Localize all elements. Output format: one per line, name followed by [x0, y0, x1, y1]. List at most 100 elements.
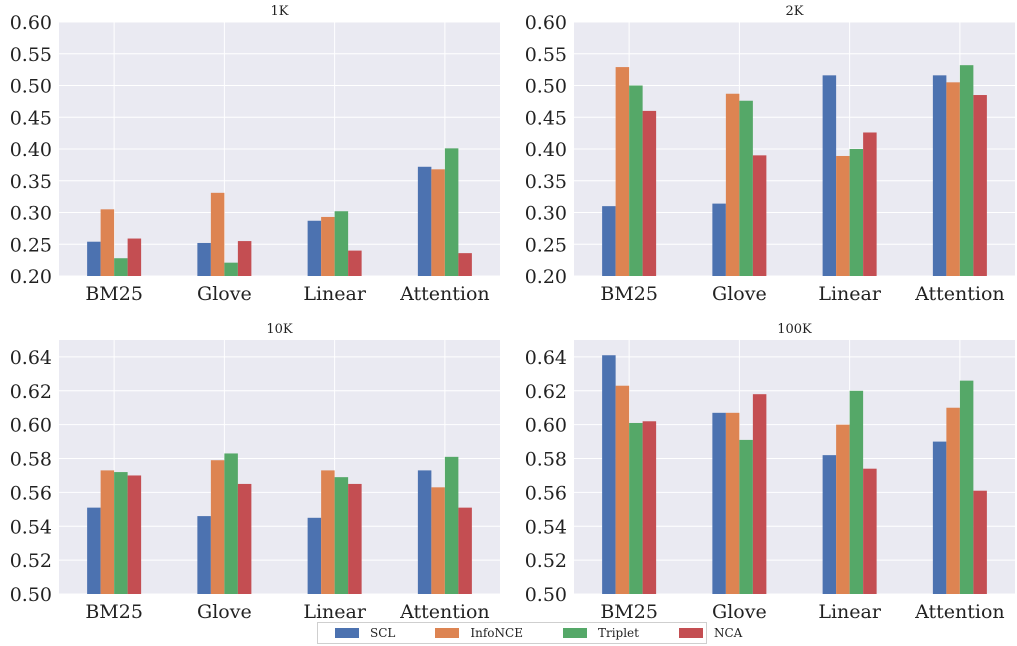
legend-swatch-nca — [678, 628, 703, 638]
bar-infonce-bm25 — [615, 385, 630, 594]
bar-scl-glove — [712, 412, 726, 594]
y-tick-label: 0.50 — [10, 584, 52, 606]
x-tick-label: Linear — [818, 601, 882, 620]
bar-triplet-glove — [224, 262, 238, 276]
bar-scl-glove — [712, 203, 726, 276]
y-tick-label: 0.62 — [525, 381, 567, 403]
y-tick-label: 0.45 — [10, 107, 52, 129]
y-tick-label: 0.35 — [525, 171, 567, 193]
bar-triplet-attention — [444, 456, 459, 594]
bar-nca-bm25 — [127, 475, 142, 594]
bar-infonce-attention — [431, 487, 445, 594]
bar-scl-attention — [417, 470, 432, 594]
chart-figure: 1K 0.20 0.25 0.30 0.35 0.40 0.45 0.50 0.55 0.60 BM… — [10, 4, 1015, 620]
y-tick-label: 0.20 — [10, 266, 52, 288]
x-tick-label: Glove — [197, 601, 252, 620]
y-tick-label: 0.30 — [525, 203, 567, 225]
bar-triplet-attention — [959, 65, 974, 277]
y-tick-label: 0.40 — [525, 139, 567, 161]
chart-title: 1K — [271, 4, 289, 19]
bar-scl-attention — [932, 75, 947, 276]
legend-label-nca: NCA — [713, 626, 743, 640]
bar-scl-bm25 — [87, 241, 101, 276]
bar-scl-attention — [932, 441, 947, 594]
bar-nca-glove — [237, 241, 252, 276]
bar-nca-linear — [348, 250, 362, 276]
bar-infonce-attention — [946, 407, 960, 594]
legend-item-infonce: InfoNCE — [435, 626, 523, 640]
y-tick-label: 0.56 — [10, 482, 52, 504]
bar-infonce-linear — [836, 424, 850, 594]
x-tick-label: Attention — [399, 601, 490, 620]
bar-infonce-glove — [210, 460, 225, 594]
legend-swatch-infonce — [435, 628, 460, 638]
bar-triplet-glove — [739, 439, 753, 594]
bar-scl-linear — [307, 517, 322, 594]
bar-nca-glove — [752, 155, 767, 276]
legend-item-scl: SCL — [335, 626, 395, 640]
bar-scl-glove — [197, 516, 211, 594]
legend-label-infonce: InfoNCE — [470, 626, 523, 640]
y-tick-label: 0.40 — [10, 139, 52, 161]
x-tick-label: Linear — [303, 601, 367, 620]
bar-infonce-bm25 — [100, 470, 115, 594]
bar-triplet-bm25 — [629, 85, 643, 276]
chart-panel-1k: 1K 0.20 0.25 0.30 0.35 0.40 0.45 0.50 0.55 0.60 BM… — [10, 4, 500, 305]
chart-title: 2K — [786, 4, 804, 19]
y-tick-label: 0.52 — [525, 550, 567, 572]
bar-triplet-attention — [959, 380, 974, 594]
y-tick-label: 0.52 — [10, 550, 52, 572]
bar-triplet-linear — [334, 211, 349, 276]
bar-triplet-linear — [334, 477, 349, 594]
bar-infonce-linear — [321, 470, 335, 594]
bar-infonce-glove — [210, 192, 225, 276]
x-tick-label: Attention — [914, 283, 1005, 305]
x-tick-label: Glove — [712, 283, 767, 305]
bar-nca-linear — [863, 468, 877, 594]
y-tick-label: 0.58 — [525, 449, 567, 471]
chart-panel-10k: 10K 0.50 0.52 0.54 0.56 0.58 0.60 0.62 0.64 BM25 G… — [10, 322, 500, 620]
bar-scl-bm25 — [602, 206, 616, 276]
bar-scl-linear — [822, 75, 837, 276]
y-tick-label: 0.60 — [525, 12, 567, 34]
x-tick-label: BM25 — [600, 283, 658, 305]
bar-infonce-glove — [725, 93, 740, 276]
y-tick-label: 0.50 — [525, 584, 567, 606]
bar-scl-bm25 — [87, 507, 101, 594]
bar-infonce-bm25 — [100, 209, 115, 276]
x-tick-label: BM25 — [85, 601, 143, 620]
legend: SCL InfoNCE Triplet NCA — [317, 622, 742, 644]
bar-nca-attention — [973, 490, 987, 594]
x-tick-label: Glove — [712, 601, 767, 620]
y-tick-label: 0.54 — [10, 516, 52, 538]
y-tick-label: 0.45 — [525, 107, 567, 129]
bar-scl-linear — [822, 455, 837, 594]
bar-nca-bm25 — [127, 238, 142, 276]
bar-infonce-linear — [321, 216, 335, 276]
bar-scl-attention — [417, 166, 432, 276]
y-tick-label: 0.30 — [10, 203, 52, 225]
y-tick-label: 0.50 — [525, 76, 567, 98]
y-tick-label: 0.55 — [525, 44, 567, 66]
legend-label-triplet: Triplet — [597, 626, 639, 640]
y-tick-label: 0.20 — [525, 266, 567, 288]
bar-nca-linear — [863, 132, 877, 276]
bar-triplet-bm25 — [114, 472, 128, 594]
y-tick-label: 0.60 — [10, 12, 52, 34]
bar-scl-bm25 — [602, 355, 616, 594]
bar-triplet-linear — [849, 390, 864, 594]
chart-title: 10K — [266, 322, 293, 337]
legend-swatch-scl — [335, 628, 359, 638]
y-tick-label: 0.50 — [10, 76, 52, 98]
bar-infonce-attention — [946, 82, 960, 276]
bar-triplet-glove — [224, 453, 238, 594]
x-tick-label: Attention — [914, 601, 1005, 620]
bar-nca-bm25 — [642, 421, 657, 594]
y-tick-label: 0.60 — [10, 415, 52, 437]
chart-title: 100K — [777, 322, 812, 337]
bar-triplet-attention — [444, 148, 459, 276]
y-tick-label: 0.25 — [525, 234, 567, 256]
bar-triplet-linear — [849, 149, 864, 276]
bar-nca-attention — [458, 253, 472, 276]
x-tick-label: BM25 — [600, 601, 658, 620]
